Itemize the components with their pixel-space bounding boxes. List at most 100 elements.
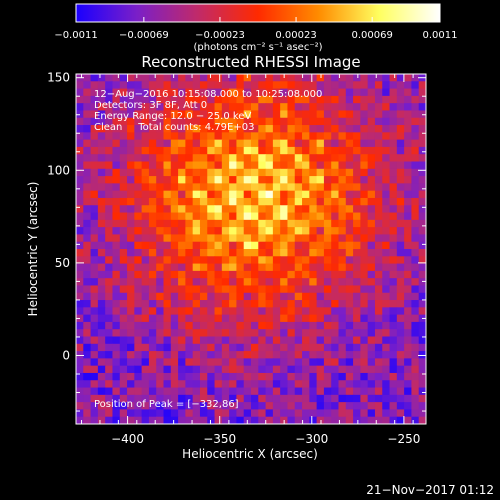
heatmap-cell [272,329,281,338]
heatmap-cell [163,285,172,294]
heatmap-cell [251,154,259,163]
heatmap-cell [214,329,223,338]
heatmap-cell [156,88,165,97]
x-tick-label: −300 [295,432,328,446]
heatmap-cell [353,394,361,403]
heatmap-cell [331,117,340,126]
heatmap-cell [396,234,405,243]
heatmap-cell [199,402,208,411]
heatmap-cell [156,351,165,359]
heatmap-cell [331,212,340,221]
heatmap-cell [331,168,340,177]
heatmap-cell [360,380,369,389]
heatmap-cell [141,88,150,97]
heatmap-cell [105,387,114,396]
heatmap-cell [192,219,201,228]
heatmap-cell [199,117,208,126]
heatmap-cell [294,321,303,330]
heatmap-cell [214,409,223,418]
heatmap-cell [148,168,157,177]
heatmap-cell [207,161,216,170]
heatmap-cell [221,219,230,228]
heatmap-cell [309,402,318,411]
heatmap-cell [236,117,245,126]
heatmap-cell [404,256,413,265]
heatmap-cell [192,292,201,301]
heatmap-cell [360,190,369,199]
heatmap-cell [119,263,128,272]
heatmap-cell [141,270,150,279]
heatmap-cell [396,205,405,214]
heatmap-cell [316,241,325,250]
heatmap-cell [229,219,238,228]
heatmap-cell [83,139,92,148]
heatmap-cell [236,387,245,396]
heatmap-cell [112,343,121,352]
heatmap-cell [207,402,216,411]
heatmap-cell [236,168,245,177]
heatmap-cell [374,95,383,104]
heatmap-cell [221,270,230,279]
heatmap-cell [323,358,332,367]
heatmap-cell [148,125,157,133]
heatmap-cell [280,183,289,192]
heatmap-cell [338,132,347,141]
heatmap-cell [418,256,426,265]
heatmap-cell [316,197,325,206]
heatmap-cell [360,117,369,126]
heatmap-cell [163,88,172,97]
heatmap-cell [97,197,106,206]
heatmap-cell [112,314,121,323]
heatmap-cell [280,227,289,236]
heatmap-cell [97,270,106,279]
heatmap-cell [105,372,114,381]
heatmap-cell [331,365,340,374]
heatmap-cell [360,110,369,119]
heatmap-cell [287,380,296,389]
heatmap-cell [185,387,194,396]
heatmap-cell [411,103,420,112]
heatmap-cell [345,372,354,381]
heatmap-cell [404,270,413,279]
heatmap-cell [345,241,354,250]
heatmap-cell [287,241,296,250]
heatmap-cell [280,249,289,257]
heatmap-cell [170,146,179,155]
heatmap-cell [396,270,405,279]
heatmap-cell [83,329,92,338]
heatmap-cell [294,117,303,126]
heatmap-cell [148,234,157,243]
y-tick-label: 0 [62,348,70,362]
heatmap-cell [280,336,289,345]
heatmap-cell [105,132,114,141]
heatmap-cell [272,234,281,243]
heatmap-cell [302,263,310,272]
heatmap-cell [345,358,354,367]
heatmap-cell [207,219,216,228]
heatmap-cell [97,205,106,214]
heatmap-cell [382,365,391,374]
heatmap-cell [178,183,186,192]
heatmap-cell [316,176,325,184]
heatmap-cell [170,117,179,126]
heatmap-cell [280,300,289,308]
heatmap-cell [265,358,274,367]
heatmap-cell [90,241,99,250]
heatmap-cell [287,183,296,192]
heatmap-cell [141,176,150,184]
heatmap-cell [76,285,84,294]
heatmap-cell [265,103,274,112]
heatmap-cell [192,234,201,243]
heatmap-cell [389,183,398,192]
heatmap-cell [76,241,84,250]
heatmap-cell [404,227,413,236]
heatmap-cell [148,161,157,170]
heatmap-cell [119,154,128,163]
heatmap-cell [127,117,135,126]
heatmap-cell [309,343,318,352]
heatmap-cell [229,205,238,214]
heatmap-cell [258,336,267,345]
heatmap-cell [382,190,391,199]
heatmap-cell [389,241,398,250]
heatmap-cell [178,241,186,250]
